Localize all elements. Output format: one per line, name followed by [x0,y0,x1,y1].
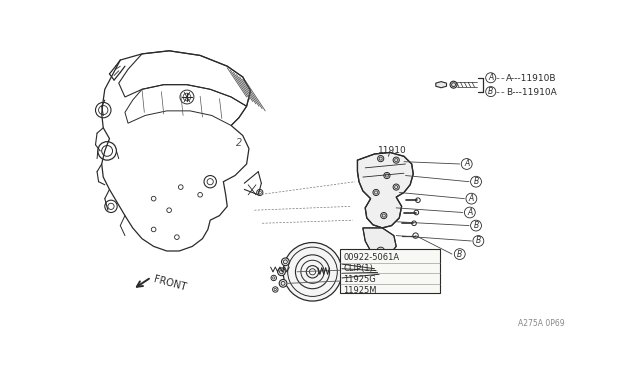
Text: A: A [467,208,472,217]
Circle shape [282,258,289,266]
Circle shape [465,207,476,218]
Text: A: A [464,160,469,169]
Text: B---11910A: B---11910A [506,88,557,97]
Text: B: B [474,221,479,230]
Text: A: A [488,73,493,82]
Circle shape [454,249,465,260]
Text: B: B [476,237,481,246]
Circle shape [393,157,399,163]
Text: 11925M: 11925M [344,286,377,295]
Circle shape [373,189,379,196]
Text: CLIP(1): CLIP(1) [344,264,373,273]
Circle shape [486,87,496,97]
Circle shape [283,243,342,301]
Bar [340,249,440,294]
Circle shape [461,158,472,169]
Text: 2: 2 [236,138,242,148]
Circle shape [278,268,285,276]
Circle shape [486,73,496,83]
Text: B: B [457,250,462,259]
Text: FRONT: FRONT [153,274,188,292]
Polygon shape [363,228,396,256]
Text: B: B [488,87,493,96]
Text: A275A 0P69: A275A 0P69 [518,319,564,328]
Circle shape [473,235,484,246]
Circle shape [279,279,287,287]
Circle shape [393,184,399,190]
Circle shape [450,81,457,88]
Circle shape [470,220,481,231]
Text: 11925G: 11925G [344,275,376,284]
Polygon shape [436,81,447,88]
Text: 11910: 11910 [378,146,407,155]
Text: A: A [468,194,474,203]
Text: 00922-5061A: 00922-5061A [344,253,399,262]
Circle shape [381,212,387,219]
Text: A---11910B: A---11910B [506,74,557,83]
Circle shape [378,155,384,162]
Text: B: B [474,177,479,186]
Circle shape [466,193,477,204]
Circle shape [470,176,481,187]
Circle shape [384,173,390,179]
Polygon shape [358,153,413,228]
